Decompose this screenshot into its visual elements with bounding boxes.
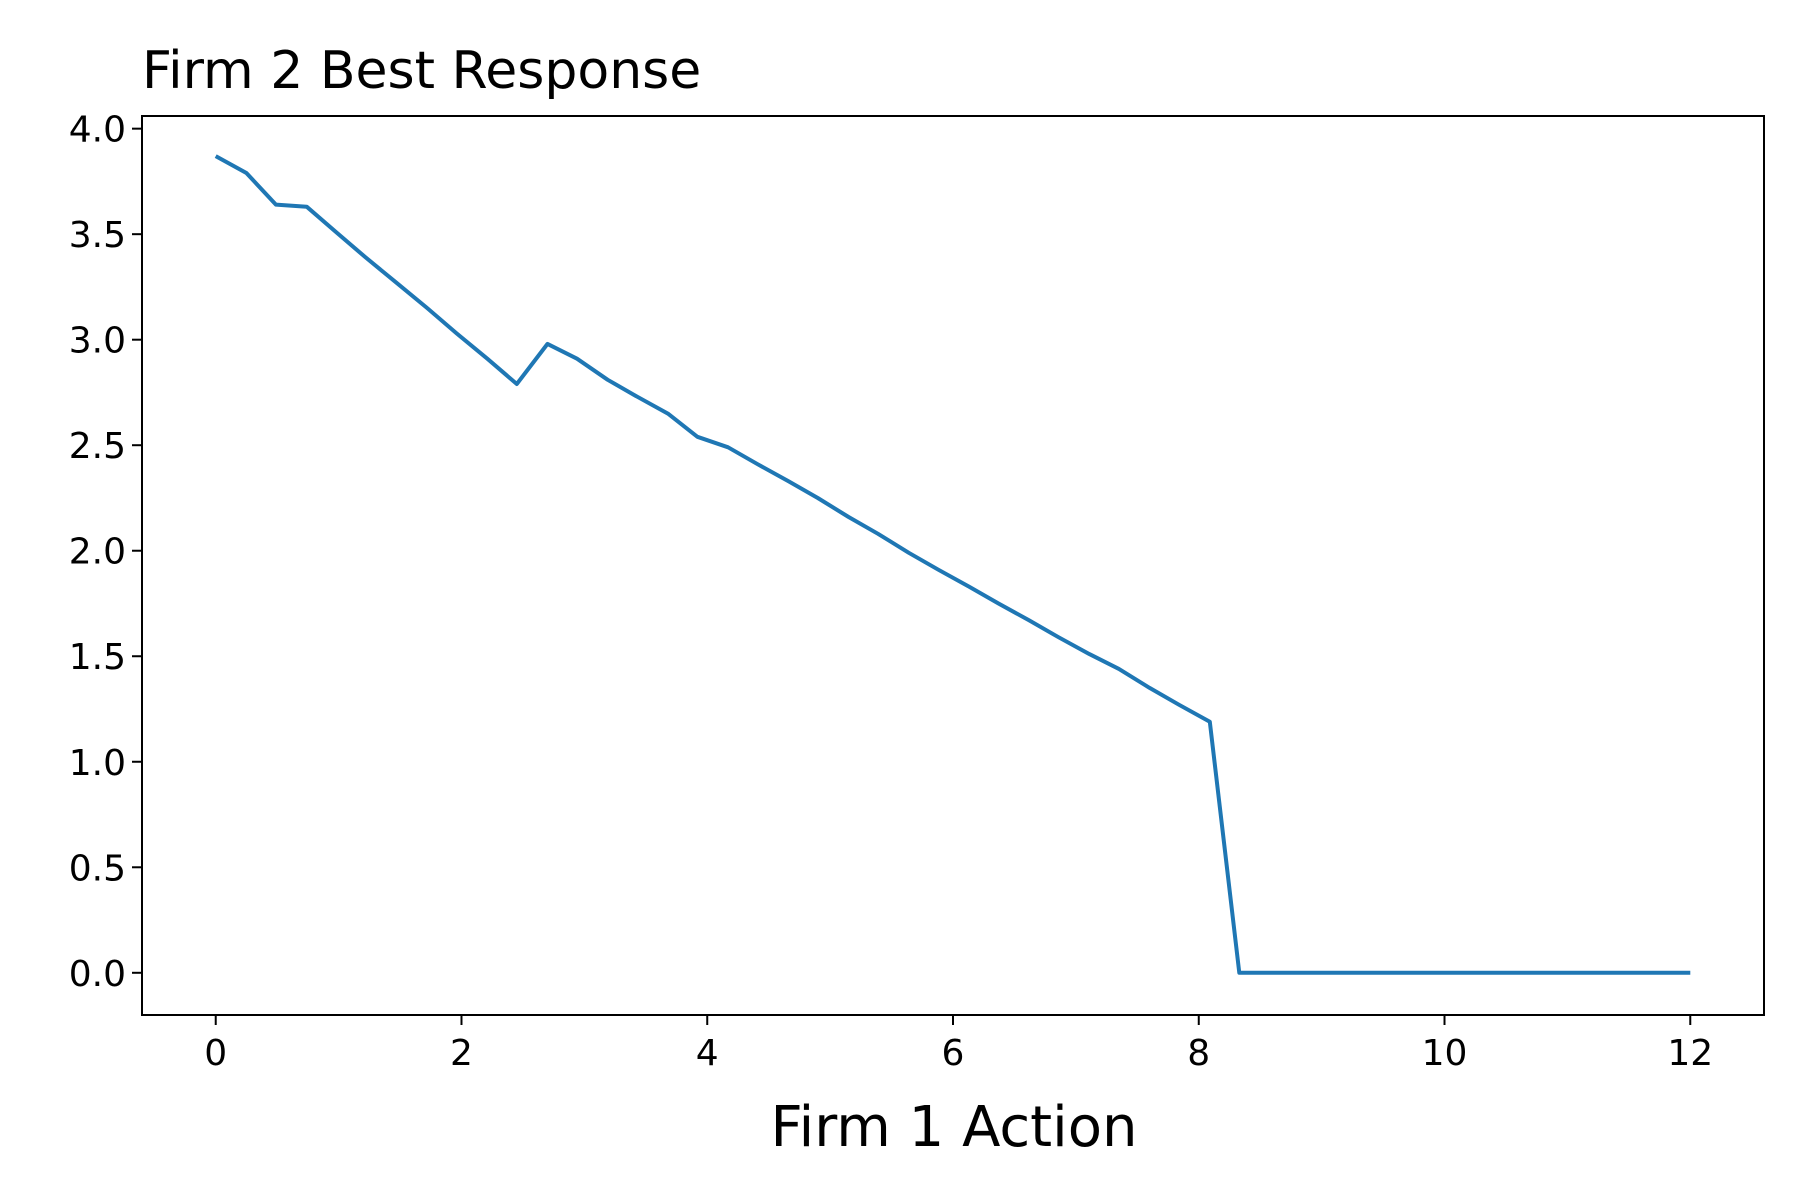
x-axis: 0 2 4 6 8 10 12 [204, 1015, 1713, 1074]
x-tick-label: 8 [1187, 1033, 1210, 1074]
x-tick-label: 12 [1667, 1033, 1713, 1074]
plot-area [141, 115, 1765, 1016]
y-tick-label: 3.0 [69, 321, 126, 362]
chart-title: Firm 2 Best Response [142, 41, 701, 101]
plot-frame [141, 115, 1765, 1016]
y-tick-label: 2.5 [69, 426, 126, 467]
y-tick-label: 4.0 [69, 110, 126, 151]
y-tick-label: 1.5 [69, 637, 126, 678]
x-axis-label: Firm 1 Action [771, 1095, 1138, 1160]
y-axis: 0.0 0.5 1.0 1.5 2.0 2.5 3.0 3.5 4.0 [69, 110, 142, 995]
x-tick-label: 0 [204, 1033, 227, 1074]
x-tick-label: 10 [1422, 1033, 1468, 1074]
series-line-0 [214, 154, 1691, 975]
x-tick-label: 6 [942, 1033, 965, 1074]
y-tick-label: 0.5 [69, 848, 126, 889]
y-tick-label: 0.0 [69, 954, 126, 995]
x-tick-label: 4 [696, 1033, 719, 1074]
y-tick-label: 3.5 [69, 215, 126, 256]
y-tick-label: 2.0 [69, 532, 126, 573]
x-tick-label: 2 [450, 1033, 473, 1074]
y-tick-label: 1.0 [69, 743, 126, 784]
